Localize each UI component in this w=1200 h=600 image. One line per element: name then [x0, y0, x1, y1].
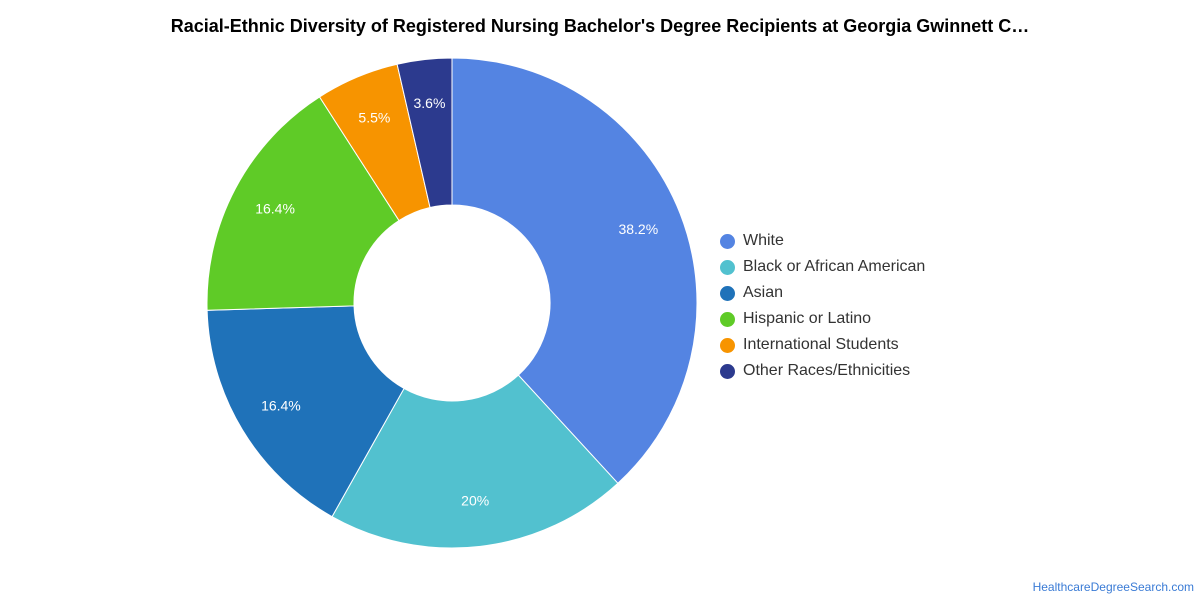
donut-slice[interactable] [206, 305, 405, 518]
donut-slices [206, 57, 698, 549]
legend-item[interactable]: Asian [720, 280, 925, 306]
legend-swatch-icon [720, 311, 735, 327]
legend-label: International Students [743, 336, 899, 353]
donut-slice[interactable] [451, 57, 698, 484]
source-link[interactable]: HealthcareDegreeSearch.com [1032, 580, 1194, 594]
legend-label: Other Races/Ethnicities [743, 362, 911, 379]
chart-title: Racial-Ethnic Diversity of Registered Nu… [170, 16, 1030, 36]
slice-value-label: 16.4% [261, 397, 301, 413]
donut-slice[interactable] [206, 96, 400, 311]
legend-item[interactable]: Black or African American [720, 254, 925, 280]
slice-value-label: 16.4% [255, 200, 295, 216]
legend-item[interactable]: Other Races/Ethnicities [720, 358, 925, 384]
legend-label: Asian [743, 284, 784, 301]
legend-swatch-icon [720, 259, 735, 275]
slice-value-label: 38.2% [618, 221, 658, 237]
donut-slice[interactable] [396, 57, 453, 209]
legend-label: Hispanic or Latino [743, 310, 872, 327]
legend-swatch-icon [720, 285, 735, 301]
donut-slice[interactable] [331, 374, 619, 549]
legend-swatch-icon [720, 337, 735, 353]
legend-label: Black or African American [743, 258, 926, 275]
legend-item[interactable]: White [720, 228, 925, 254]
slice-value-label: 5.5% [358, 109, 390, 125]
chart-legend: White Black or African American Asian Hispa… [720, 228, 925, 384]
legend-item[interactable]: Hispanic or Latino [720, 306, 925, 332]
legend-item[interactable]: International Students [720, 332, 925, 358]
legend-label: White [743, 232, 784, 249]
legend-swatch-icon [720, 363, 735, 379]
slice-value-label: 20% [461, 492, 489, 508]
slice-value-label: 3.6% [413, 95, 445, 111]
legend-swatch-icon [720, 233, 735, 249]
donut-slice-labels: 38.2% 20% 16.4% 16.4% 5.5% 3.6% [255, 95, 658, 508]
